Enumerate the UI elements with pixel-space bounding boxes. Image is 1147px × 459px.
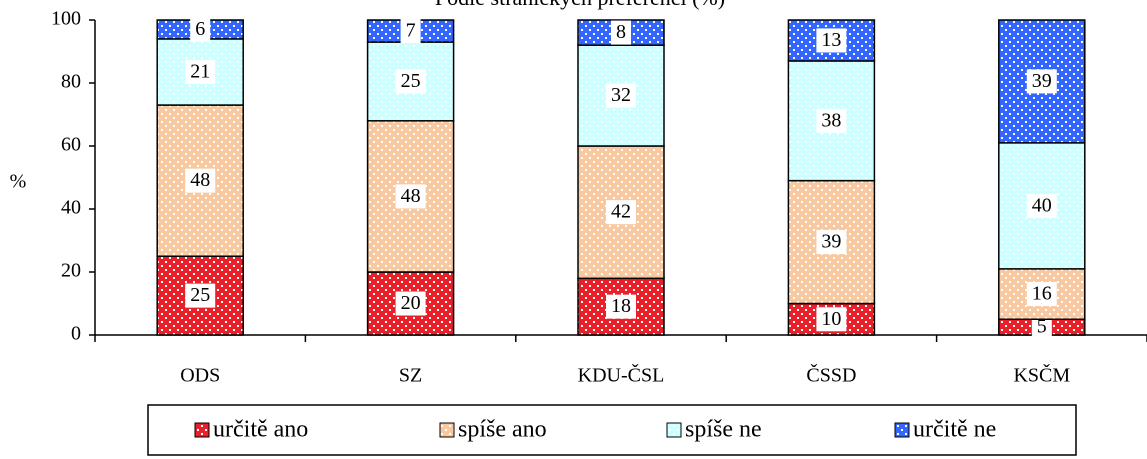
value-label-bg xyxy=(395,291,426,316)
value-label-bg xyxy=(1026,282,1057,307)
value-label: 13 xyxy=(821,29,841,51)
value-label-bg xyxy=(606,83,636,108)
value-label: 38 xyxy=(821,109,841,131)
value-label-bg xyxy=(1026,69,1057,94)
value-label: 39 xyxy=(1032,70,1052,92)
value-label: 42 xyxy=(611,201,631,223)
value-label-bg xyxy=(395,69,426,94)
x-tick-label: SZ xyxy=(399,365,422,387)
legend-swatch xyxy=(439,422,455,438)
value-label: 16 xyxy=(1032,283,1052,305)
legend-swatch xyxy=(894,422,910,438)
value-label-bg xyxy=(816,307,847,332)
y-axis-label: % xyxy=(10,171,27,193)
value-label-bg xyxy=(606,294,636,319)
x-tick-label: KDU-ČSL xyxy=(578,363,665,387)
value-label-bg xyxy=(395,184,426,209)
legend-label: spíše ano xyxy=(458,417,547,443)
value-label: 48 xyxy=(190,169,210,191)
y-tick-label: 60 xyxy=(61,134,81,156)
chart-title: Podle stranických preferencí (%) xyxy=(435,0,725,10)
value-label: 6 xyxy=(195,18,205,40)
legend-swatch xyxy=(666,422,682,438)
legend-label: určitě ne xyxy=(913,417,996,443)
value-label: 20 xyxy=(401,292,421,314)
value-label: 25 xyxy=(190,284,210,306)
value-label-bg xyxy=(185,168,216,193)
value-label-bg xyxy=(611,20,631,45)
x-tick-label: KSČM xyxy=(1013,363,1070,387)
legend-swatch xyxy=(194,422,210,438)
value-label-bg xyxy=(1026,193,1057,218)
value-label-bg xyxy=(816,108,847,133)
value-label: 5 xyxy=(1037,316,1047,338)
value-label: 7 xyxy=(406,20,416,42)
value-label: 10 xyxy=(821,308,841,330)
value-label: 8 xyxy=(616,21,626,43)
value-label-bg xyxy=(606,200,636,225)
value-label-bg xyxy=(816,230,847,255)
value-label: 39 xyxy=(821,231,841,253)
value-label-bg xyxy=(400,19,421,44)
legend-label: určitě ano xyxy=(213,417,308,443)
value-label: 48 xyxy=(401,185,421,207)
value-label-bg xyxy=(185,283,216,308)
x-tick-label: ČSSD xyxy=(806,363,856,387)
y-tick-label: 100 xyxy=(51,8,81,30)
value-label: 25 xyxy=(401,70,421,92)
value-label-bg xyxy=(816,28,847,53)
value-label: 40 xyxy=(1032,194,1052,216)
y-tick-label: 80 xyxy=(61,71,81,93)
value-label: 21 xyxy=(190,61,210,83)
legend-box xyxy=(147,404,1077,456)
y-tick-label: 40 xyxy=(61,197,81,219)
y-tick-label: 0 xyxy=(71,323,81,345)
x-tick-label: ODS xyxy=(180,365,220,387)
legend-label: spíše ne xyxy=(685,417,762,443)
y-tick-label: 20 xyxy=(61,260,81,282)
value-label: 18 xyxy=(611,295,631,317)
value-label: 32 xyxy=(611,84,631,106)
value-label-bg xyxy=(1031,315,1052,340)
value-label-bg xyxy=(185,59,216,84)
value-label-bg xyxy=(190,17,211,42)
